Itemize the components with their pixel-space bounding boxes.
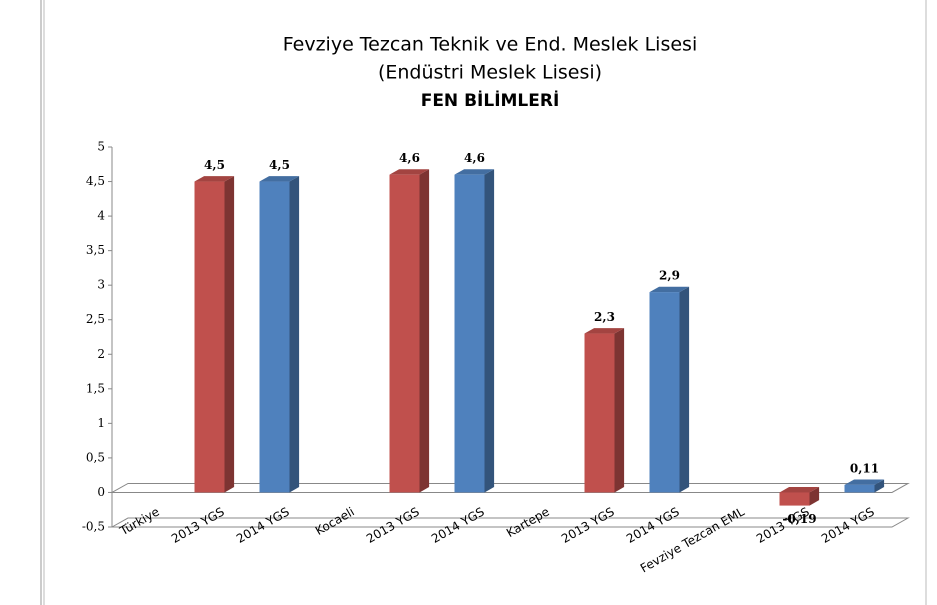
x-tick-label: 2014 YGS bbox=[234, 505, 292, 546]
bar-side bbox=[874, 479, 885, 493]
x-tick-label: Fevziye Tezcan EML bbox=[638, 504, 747, 575]
y-tick-label: -0,5 bbox=[82, 520, 105, 534]
y-tick-label: 0,5 bbox=[86, 450, 105, 464]
bar bbox=[259, 181, 290, 493]
bar-top bbox=[649, 286, 690, 293]
y-tick-label: 2 bbox=[97, 347, 105, 361]
x-tick-label: Türkiye bbox=[117, 505, 162, 539]
bar-top bbox=[389, 169, 430, 175]
bar bbox=[649, 292, 680, 493]
value-label: -0,19 bbox=[782, 512, 816, 526]
x-tick-label: Kartepe bbox=[504, 505, 552, 541]
y-tick-label: 2,5 bbox=[86, 312, 105, 326]
value-label: 2,9 bbox=[659, 269, 680, 283]
value-label: 4,6 bbox=[464, 151, 485, 165]
x-tick-label: 2014 YGS bbox=[429, 505, 487, 546]
bar-side bbox=[289, 176, 300, 493]
y-tick-label: 0 bbox=[97, 485, 105, 499]
bar bbox=[389, 174, 420, 493]
chart-title: Fevziye Tezcan Teknik ve End. Meslek Lis… bbox=[283, 34, 697, 56]
bar-side bbox=[224, 176, 235, 493]
bar-top bbox=[454, 169, 495, 175]
bar bbox=[194, 181, 225, 493]
bar-side bbox=[484, 169, 495, 493]
bar bbox=[584, 333, 615, 493]
y-tick-label: 1,5 bbox=[86, 381, 105, 395]
bar bbox=[454, 174, 485, 493]
y-tick-label: 3 bbox=[97, 278, 105, 292]
bar-top bbox=[584, 328, 625, 334]
bar-top bbox=[259, 176, 300, 182]
x-tick-label: 2014 YGS bbox=[819, 505, 877, 546]
bar-top bbox=[194, 176, 235, 182]
bar-side bbox=[419, 169, 430, 493]
bar-side bbox=[679, 286, 690, 493]
value-label: 4,5 bbox=[204, 158, 225, 172]
x-tick-label: 2013 YGS bbox=[559, 505, 617, 546]
x-tick-label: 2014 YGS bbox=[624, 505, 682, 546]
bar-top bbox=[844, 479, 885, 485]
y-tick-label: 4 bbox=[97, 209, 105, 223]
bar bbox=[779, 492, 810, 506]
y-tick-label: 3,5 bbox=[86, 243, 105, 257]
x-tick-label: 2013 YGS bbox=[169, 505, 227, 546]
bar bbox=[844, 484, 875, 493]
chart-subtitle: (Endüstri Meslek Lisesi) bbox=[378, 62, 602, 84]
x-tick-label: Kocaeli bbox=[313, 505, 357, 538]
bottom-floor bbox=[110, 517, 910, 528]
y-tick-label: 5 bbox=[97, 140, 105, 154]
y-tick-label: 1 bbox=[97, 416, 105, 430]
floor bbox=[110, 482, 910, 493]
value-label: 4,5 bbox=[269, 158, 290, 172]
value-label: 0,11 bbox=[850, 461, 879, 475]
value-label: 2,3 bbox=[594, 310, 615, 324]
value-label: 4,6 bbox=[399, 151, 420, 165]
chart-heading: FEN BİLİMLERİ bbox=[421, 89, 560, 111]
x-tick-label: 2013 YGS bbox=[364, 505, 422, 546]
bar-side bbox=[614, 328, 625, 493]
bar-side bbox=[809, 487, 820, 506]
y-tick-label: 4,5 bbox=[86, 174, 105, 188]
bar-top bbox=[779, 487, 820, 493]
